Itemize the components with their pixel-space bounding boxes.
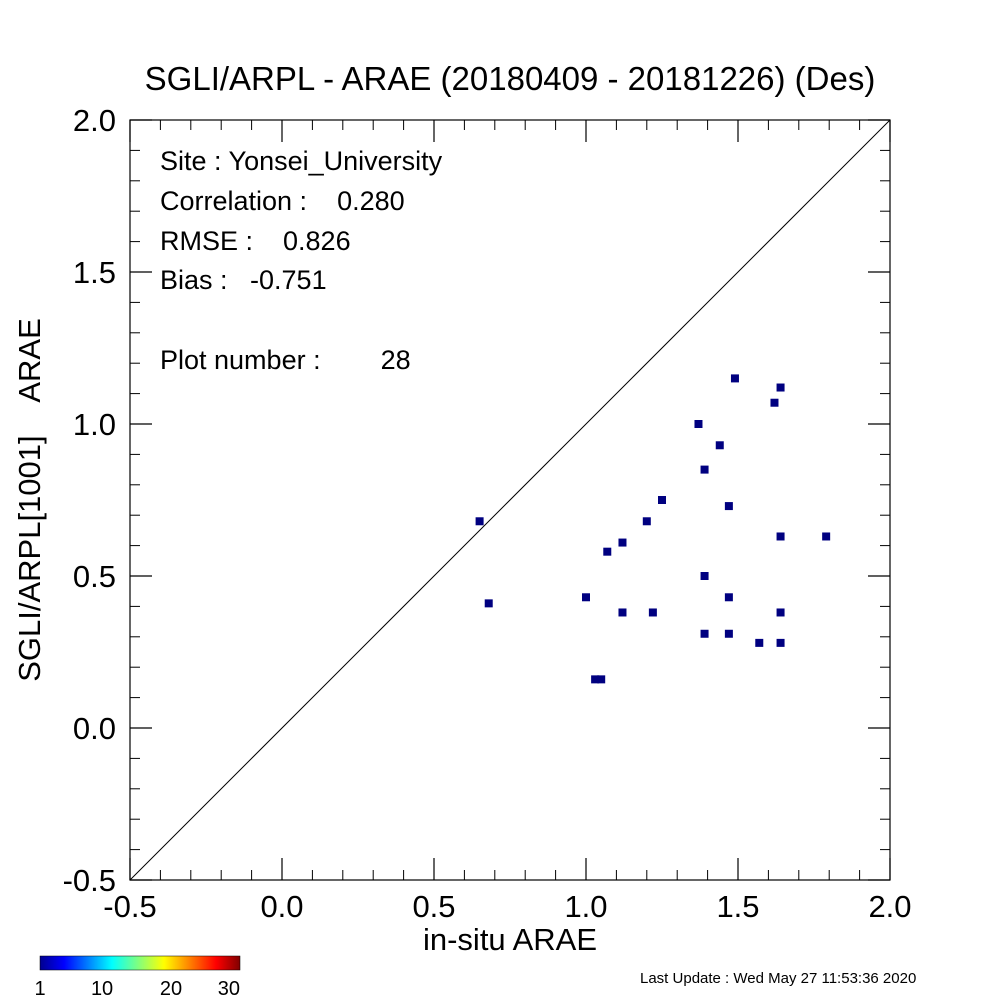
colorbar-tick-label: 30 [218, 978, 240, 1000]
x-tick-label: -0.5 [103, 889, 156, 924]
colorbar-tick-label: 10 [91, 978, 113, 1000]
data-point [642, 517, 651, 526]
rmse-label: RMSE : 0.826 [160, 226, 351, 256]
plot-frame [129, 119, 891, 881]
x-axis-label: in-situ ARAE [423, 922, 597, 957]
x-tick-label: 0.0 [260, 889, 303, 924]
data-point [694, 420, 703, 428]
y-tick-label: 1.0 [73, 407, 116, 442]
bias-label: Bias : -0.751 [160, 265, 327, 295]
y-axis-label: SGLI/ARPL[1001] ARAE [12, 318, 47, 682]
data-point [776, 638, 785, 647]
colorbar-tick-label: 20 [160, 978, 182, 1000]
x-tick-labels: -0.5 0.0 0.5 1.0 1.5 2.0 [103, 889, 911, 924]
data-point [618, 608, 627, 617]
one-to-one-line [129, 119, 891, 881]
y-tick-label: 2.0 [73, 103, 116, 138]
last-update-label: Last Update : Wed May 27 11:53:36 2020 [640, 970, 916, 987]
data-point [618, 538, 627, 547]
data-point [700, 629, 709, 638]
y-tick-labels: -0.5 0.0 0.5 1.0 1.5 2.0 [63, 103, 116, 898]
y-tick-label: 0.5 [73, 559, 116, 594]
x-tick-label: 1.0 [564, 889, 607, 924]
correlation-label: Correlation : 0.280 [160, 186, 405, 216]
x-tick-label: 1.5 [716, 889, 759, 924]
data-point [475, 517, 484, 526]
data-point [822, 532, 831, 541]
data-point [603, 547, 612, 556]
x-tick-label: 2.0 [868, 889, 911, 924]
y-tick-label: 0.0 [73, 711, 116, 746]
colorbar-gradient [39, 955, 241, 971]
data-point [776, 608, 785, 617]
data-point [730, 374, 739, 383]
data-point [724, 502, 733, 511]
y-tick-label: 1.5 [73, 255, 116, 290]
colorbar: 1 10 20 30 [34, 955, 241, 1000]
data-point [700, 465, 709, 474]
data-point [724, 629, 733, 638]
site-label: Site : Yonsei_University [160, 146, 443, 176]
data-point [648, 608, 657, 617]
data-points [475, 374, 831, 684]
data-point [597, 675, 606, 684]
data-point [776, 532, 785, 541]
chart-title: SGLI/ARPL - ARAE (20180409 - 20181226) (… [145, 60, 876, 97]
stats-annotation: Site : Yonsei_University Correlation : 0… [160, 146, 443, 375]
data-point [658, 496, 666, 504]
y-major-ticks [130, 119, 890, 881]
data-point [591, 675, 600, 684]
data-point [770, 398, 779, 407]
data-point [582, 593, 590, 602]
x-tick-label: 0.5 [412, 889, 455, 924]
data-point [715, 441, 724, 450]
data-point [724, 593, 733, 602]
data-point [700, 572, 709, 580]
data-point [776, 383, 785, 392]
data-point [755, 638, 764, 647]
plot-area: -0.5 0.0 0.5 1.0 1.5 2.0 -0.5 0.0 0.5 1.0 1.5 2.0 [63, 103, 912, 924]
data-point [484, 599, 493, 608]
colorbar-tick-label: 1 [34, 978, 45, 1000]
x-major-ticks [129, 120, 891, 880]
plot-number-label: Plot number : 28 [160, 345, 411, 375]
y-tick-label: -0.5 [63, 863, 116, 898]
colorbar-ticks: 1 10 20 30 [34, 978, 240, 1000]
